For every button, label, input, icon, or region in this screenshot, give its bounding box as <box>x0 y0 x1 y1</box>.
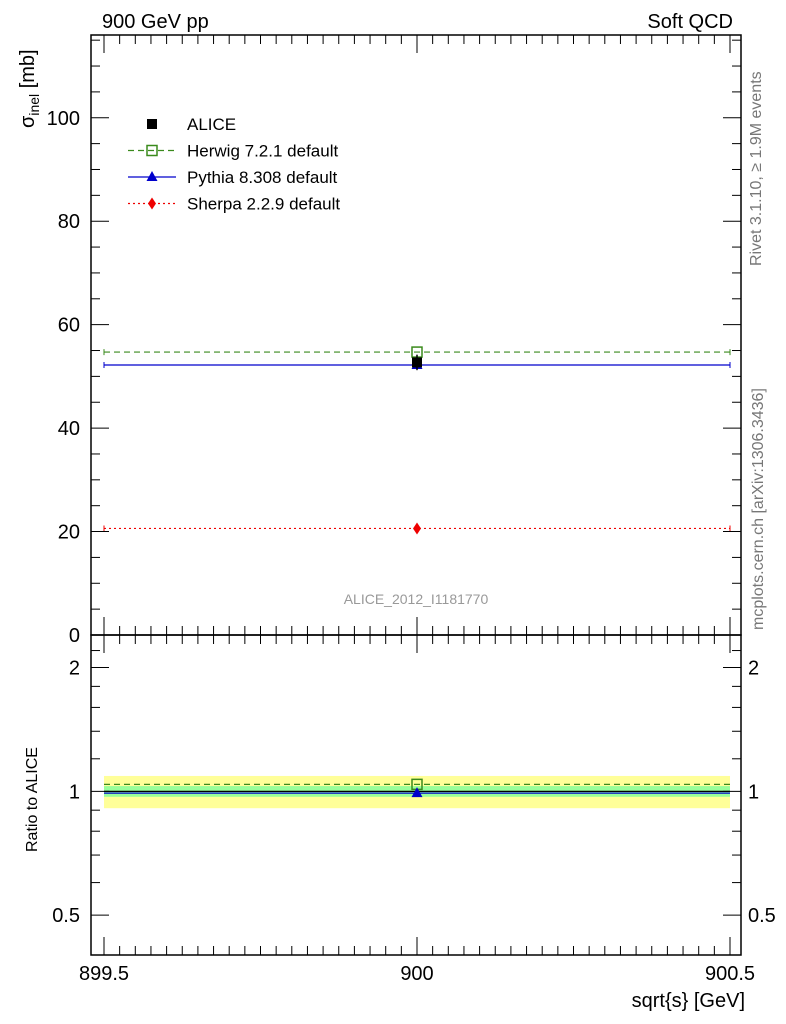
x-tick-label: 899.5 <box>79 963 129 985</box>
ratio-plot-frame <box>90 634 742 956</box>
main-y-tick-label: 80 <box>58 211 80 233</box>
sherpa-point <box>413 522 421 535</box>
main-y-tick-label: 100 <box>47 108 80 130</box>
pythia-ratio-point <box>411 787 423 798</box>
ratio-y-tick-label-right: 0.5 <box>748 905 776 927</box>
ratio-y-tick-label: 1 <box>69 781 80 803</box>
legend-herwig-marker <box>146 144 158 157</box>
header-left: 900 GeV pp <box>102 11 209 33</box>
header-right: Soft QCD <box>647 11 733 33</box>
ratio-y-tick-label: 2 <box>69 658 80 680</box>
mcplots-label: mcplots.cern.ch [arXiv:1306.3436] <box>750 388 767 630</box>
legend-sherpa-label: Sherpa 2.2.9 default <box>187 195 340 214</box>
legend-alice-marker <box>147 119 157 129</box>
legend-sherpa-marker <box>148 197 156 210</box>
analysis-id: ALICE_2012_I1181770 <box>344 591 489 607</box>
legend-pythia-marker <box>146 171 158 181</box>
series-layer <box>103 346 731 798</box>
main-y-tick-label: 20 <box>58 522 80 544</box>
main-ylabel-symbol: σ <box>17 115 39 128</box>
main-y-tick-label: 40 <box>58 418 80 440</box>
rivet-label: Rivet 3.1.10, ≥ 1.9M events <box>748 71 765 266</box>
legend: ALICE Herwig 7.2.1 default Pythia 8.308 de… <box>128 115 340 214</box>
ratio-y-tick-label-right: 2 <box>748 658 759 680</box>
ratio-ylabel: Ratio to ALICE <box>24 747 41 852</box>
main-ylabel: σinel [mb] <box>17 49 42 128</box>
ratio-y-tick-label: 0.5 <box>52 905 80 927</box>
x-tick-label: 900 <box>400 963 433 985</box>
x-tick-label: 900.5 <box>705 963 755 985</box>
main-y-tick-label: 0 <box>69 625 80 647</box>
legend-pythia-label: Pythia 8.308 default <box>187 168 338 187</box>
ratio-y-tick-label-right: 1 <box>748 781 759 803</box>
main-y-tick-label: 60 <box>58 315 80 337</box>
main-ylabel-subscript: inel <box>26 94 42 116</box>
axes-layer: 0 20 40 60 80 100 899.5 900 900.5 0.5 0.5 1 1 2 2 <box>47 34 776 985</box>
legend-alice-label: ALICE <box>187 115 236 134</box>
main-ylabel-unit: [mb] <box>17 49 39 93</box>
alice-point <box>412 357 422 368</box>
legend-herwig-label: Herwig 7.2.1 default <box>187 142 338 161</box>
x-axis-label: sqrt{s} [GeV] <box>632 990 745 1012</box>
